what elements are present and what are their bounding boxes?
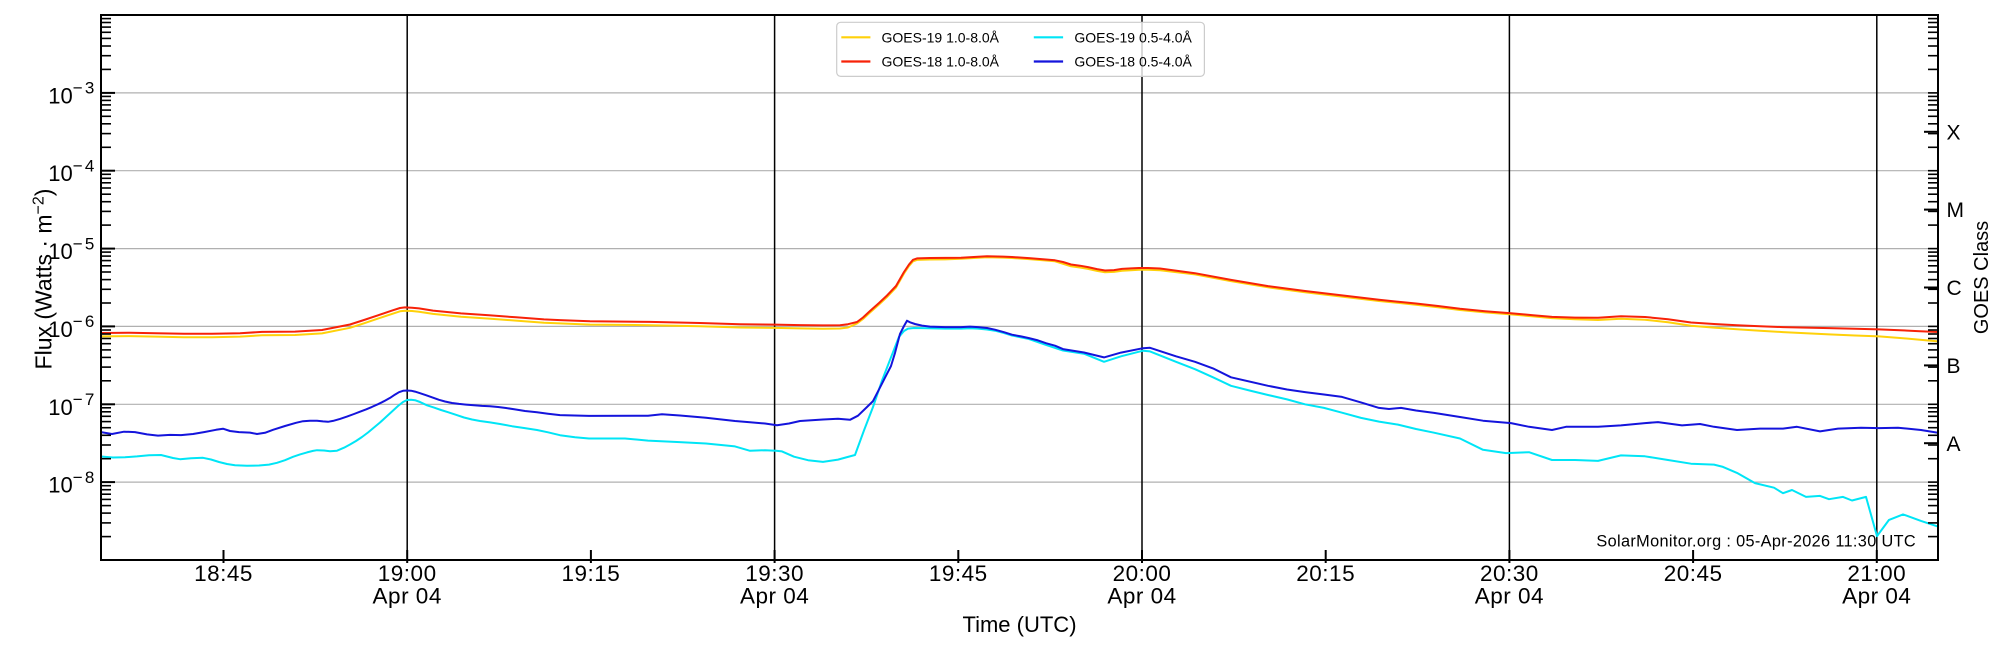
svg-text:20:45: 20:45: [1664, 561, 1723, 586]
svg-text:M: M: [1947, 199, 1965, 222]
svg-text:GOES-19 1.0-8.0Å: GOES-19 1.0-8.0Å: [882, 29, 1000, 45]
svg-text:Flux (Watts · m−2): Flux (Watts · m−2): [31, 189, 57, 370]
svg-text:10−5: 10−5: [48, 234, 96, 264]
svg-text:21:00: 21:00: [1847, 561, 1906, 586]
svg-text:19:00: 19:00: [378, 561, 437, 586]
svg-text:B: B: [1947, 355, 1961, 378]
svg-text:19:45: 19:45: [929, 561, 988, 586]
svg-text:GOES-18 1.0-8.0Å: GOES-18 1.0-8.0Å: [882, 54, 1000, 70]
svg-text:20:30: 20:30: [1480, 561, 1539, 586]
svg-text:20:15: 20:15: [1296, 561, 1355, 586]
svg-text:Apr 04: Apr 04: [1107, 584, 1176, 609]
svg-text:X: X: [1947, 121, 1961, 144]
svg-text:Apr 04: Apr 04: [740, 584, 809, 609]
svg-text:C: C: [1947, 277, 1962, 300]
svg-text:SolarMonitor.org : 05-Apr-2026: SolarMonitor.org : 05-Apr-2026 11:30 UTC: [1596, 533, 1916, 551]
svg-text:18:45: 18:45: [194, 561, 253, 586]
svg-text:Apr 04: Apr 04: [1475, 584, 1544, 609]
svg-text:19:15: 19:15: [561, 561, 620, 586]
svg-text:GOES-19 0.5-4.0Å: GOES-19 0.5-4.0Å: [1074, 29, 1192, 45]
svg-text:Time (UTC): Time (UTC): [962, 612, 1076, 637]
svg-text:Apr 04: Apr 04: [1842, 584, 1911, 609]
svg-text:A: A: [1947, 433, 1961, 456]
svg-text:Apr 04: Apr 04: [373, 584, 442, 609]
svg-text:20:00: 20:00: [1113, 561, 1172, 586]
svg-text:GOES-18 0.5-4.0Å: GOES-18 0.5-4.0Å: [1074, 54, 1192, 70]
svg-text:19:30: 19:30: [745, 561, 804, 586]
svg-text:GOES Class: GOES Class: [1971, 221, 1993, 334]
